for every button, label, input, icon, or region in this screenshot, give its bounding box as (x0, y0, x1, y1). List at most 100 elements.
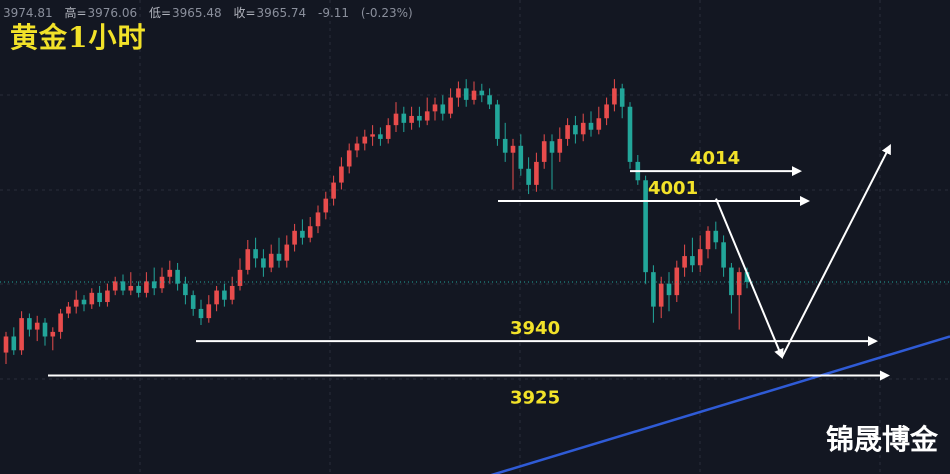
candle-7 (58, 308, 63, 339)
candle-body-35 (276, 253, 282, 261)
candle-21 (167, 260, 173, 284)
candle-69 (541, 134, 547, 169)
candle-body-30 (237, 269, 243, 286)
candle-84 (658, 276, 664, 319)
candle-51 (401, 106, 407, 133)
candle-57 (448, 88, 453, 119)
candle-body-26 (206, 304, 212, 319)
candle-body-83 (651, 272, 656, 307)
candle-39 (307, 217, 313, 243)
candle-63 (495, 99, 500, 146)
candle-body-46 (362, 136, 368, 144)
candle-77 (604, 97, 609, 126)
projection-arrow-down (715, 198, 784, 360)
candle-body-78 (612, 88, 617, 105)
candle-body-87 (682, 256, 687, 268)
candle-body-82 (643, 180, 648, 273)
candle-81 (635, 155, 641, 185)
candle-58 (456, 81, 461, 107)
candle-80 (627, 102, 633, 169)
candle-body-91 (713, 230, 719, 243)
candle-43 (339, 157, 344, 190)
candle-2 (19, 311, 24, 355)
candle-10 (81, 295, 87, 312)
level-label-4014: 4014 (690, 148, 740, 169)
candle-40 (315, 205, 321, 234)
candle-54 (424, 97, 430, 126)
candle-body-21 (167, 269, 173, 277)
candle-17 (136, 281, 141, 298)
candle-body-88 (690, 256, 695, 266)
candle-body-27 (214, 290, 219, 305)
candle-body-58 (456, 88, 461, 98)
candle-75 (588, 111, 594, 137)
candle-71 (557, 127, 563, 162)
candle-78 (612, 79, 617, 112)
candle-body-43 (339, 166, 344, 183)
candle-body-19 (151, 281, 157, 289)
chart-title: 黄金1小时 (10, 21, 147, 54)
candle-3 (27, 313, 32, 337)
candle-body-89 (697, 249, 703, 266)
candle-body-9 (73, 299, 79, 307)
candle-52 (409, 106, 414, 130)
candle-34 (268, 244, 274, 273)
candle-42 (331, 175, 336, 206)
candle-4 (34, 315, 40, 342)
candle-25 (198, 299, 204, 325)
candle-28 (222, 283, 227, 307)
candle-20 (159, 267, 165, 293)
candle-body-74 (580, 122, 586, 135)
candle-body-73 (573, 125, 578, 135)
candle-86 (674, 260, 680, 303)
candle-92 (721, 235, 726, 277)
candle-body-69 (541, 141, 547, 162)
ohlc-readout: 3974.81 高=3976.06 低=3965.48 收=3965.74 -9… (2, 4, 421, 21)
candle-body-62 (487, 95, 492, 105)
candle-body-53 (417, 115, 422, 121)
candle-body-0 (3, 336, 9, 353)
candle-60 (471, 81, 477, 105)
candle-48 (378, 127, 383, 146)
ohlc-label-2: 低= (148, 6, 172, 20)
ohlc-label-3: 收= (233, 6, 256, 20)
candle-16 (128, 272, 134, 296)
candle-79 (619, 83, 625, 119)
candle-body-14 (112, 281, 118, 291)
candle-body-12 (97, 292, 102, 303)
candle-body-16 (128, 285, 134, 291)
candle-11 (89, 288, 95, 309)
candle-body-10 (81, 299, 87, 305)
candle-29 (229, 276, 235, 305)
candle-body-56 (440, 104, 446, 114)
ascending-trend-line (490, 335, 950, 474)
candle-45 (354, 136, 360, 158)
candle-body-59 (463, 88, 469, 100)
candle-27 (214, 285, 219, 312)
candle-66 (518, 134, 524, 176)
candle-body-11 (89, 292, 95, 305)
candle-67 (526, 157, 531, 195)
level-label-4001: 4001 (648, 178, 698, 199)
candle-37 (292, 223, 297, 252)
candle-body-60 (471, 90, 477, 100)
candle-body-32 (253, 249, 258, 259)
candle-38 (300, 219, 305, 245)
ohlc-value-3: 3965.74 (256, 6, 307, 20)
candle-body-6 (50, 331, 56, 337)
candle-65 (510, 138, 516, 190)
candle-body-37 (292, 230, 297, 245)
candle-32 (253, 237, 258, 268)
candle-23 (183, 276, 188, 305)
candle-body-95 (744, 272, 750, 282)
candle-body-84 (658, 283, 664, 307)
candle-body-75 (588, 122, 594, 130)
candle-72 (565, 118, 570, 146)
candle-body-45 (354, 143, 360, 151)
candle-55 (432, 97, 438, 121)
candle-body-72 (565, 125, 570, 139)
candle-74 (580, 113, 586, 142)
candle-94 (736, 267, 742, 330)
